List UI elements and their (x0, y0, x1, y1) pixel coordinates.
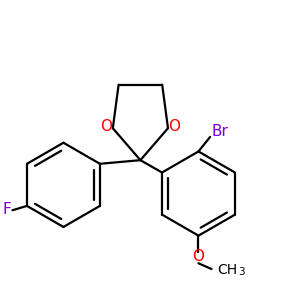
Text: O: O (100, 119, 112, 134)
Text: Br: Br (212, 124, 229, 139)
Text: CH: CH (218, 263, 238, 277)
Text: O: O (168, 119, 180, 134)
Text: 3: 3 (238, 267, 244, 277)
Text: O: O (193, 249, 205, 264)
Text: F: F (3, 202, 12, 217)
